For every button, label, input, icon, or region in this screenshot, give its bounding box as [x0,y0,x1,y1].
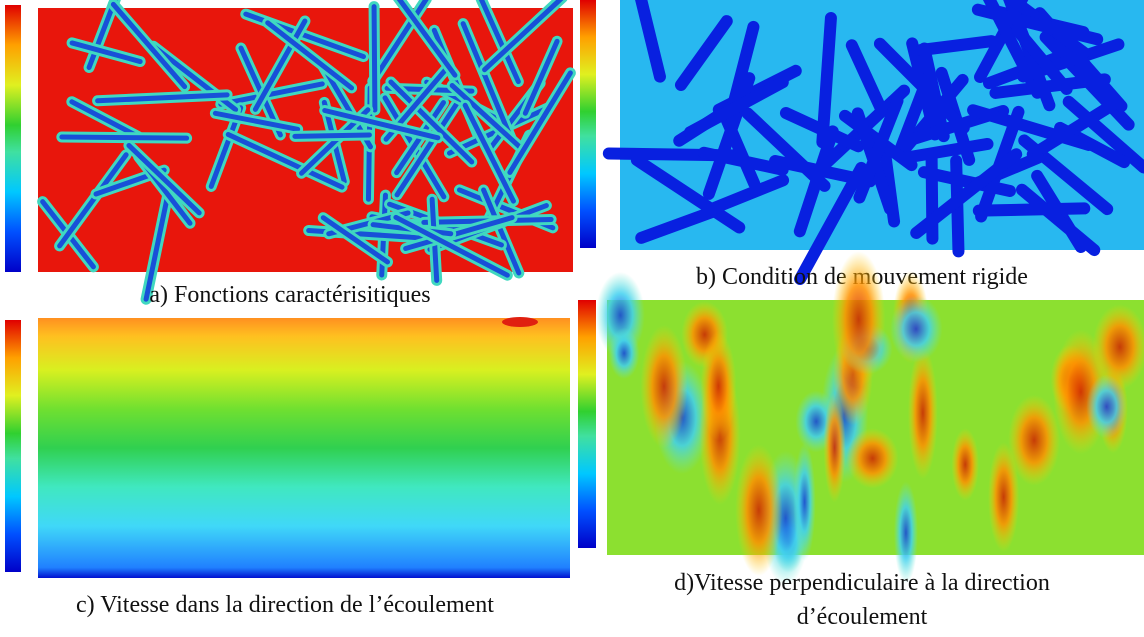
rod [635,205,719,244]
colorbar [5,5,21,272]
rod [371,4,378,113]
rod [292,132,372,139]
blob [823,392,846,503]
rod [1062,95,1144,174]
blob [1086,374,1127,439]
image-c [38,318,570,578]
rod [143,188,172,302]
rod [684,76,789,139]
rod [69,40,143,65]
blob [846,428,899,489]
rod [322,107,441,141]
rod [794,161,868,286]
blob [640,324,688,449]
rod [370,0,429,84]
blob [907,346,938,479]
rod [853,94,904,204]
rod [449,83,525,152]
rod [1016,183,1101,257]
blobs [595,251,1144,586]
blob [700,331,737,441]
blob [1008,394,1061,486]
rod [218,81,325,107]
rod [630,154,746,234]
rod [126,142,202,216]
rod [388,79,475,165]
rod [910,148,1023,239]
blob [735,444,783,577]
rod [674,15,733,91]
hotspot [502,317,538,327]
rod [481,187,522,276]
rod [816,12,837,149]
rod [845,39,888,117]
blob [951,428,979,501]
rod [394,101,459,198]
caption: c) Vitesse dans la direction de l’écoule… [76,592,494,618]
rod [69,99,141,139]
rod [225,132,345,190]
rod [482,0,564,73]
rod [393,214,510,278]
rod [971,3,1104,46]
rod [972,202,1091,217]
rod [718,107,761,190]
colorbar [580,0,596,248]
rods [37,0,576,305]
rod [478,0,521,85]
rod [95,92,230,104]
rod [462,102,516,204]
rod [320,215,391,265]
rod [57,152,129,249]
blob [988,442,1020,552]
rod [967,104,1095,151]
rod [396,0,458,78]
rod [892,70,935,160]
colorbar [5,320,21,572]
blob [889,295,943,363]
rod [507,70,573,175]
caption-line: d’écoulement [797,604,928,630]
rod [915,35,998,56]
rod [252,18,308,112]
rod [901,137,994,164]
blob [608,327,640,379]
rod [212,110,301,132]
rod [697,146,789,176]
rod [989,73,1111,99]
rod [635,0,666,83]
blob [831,251,886,388]
rod [1026,96,1124,161]
blob [1092,304,1144,390]
caption-line: d)Vitesse perpendiculaire à la direction [674,570,1050,596]
rod [59,134,190,141]
blob [793,442,816,562]
caption: a) Fonctions caractérisitiques [149,282,430,308]
rod [522,38,560,116]
rod [110,1,188,90]
rod [702,174,790,217]
blob [893,481,918,585]
rods [602,0,1144,286]
rod [1017,38,1125,83]
rod [460,21,514,141]
rod [403,215,515,252]
colorbar [578,300,596,548]
rod [793,125,839,238]
rod [918,42,950,143]
rod [265,20,355,91]
